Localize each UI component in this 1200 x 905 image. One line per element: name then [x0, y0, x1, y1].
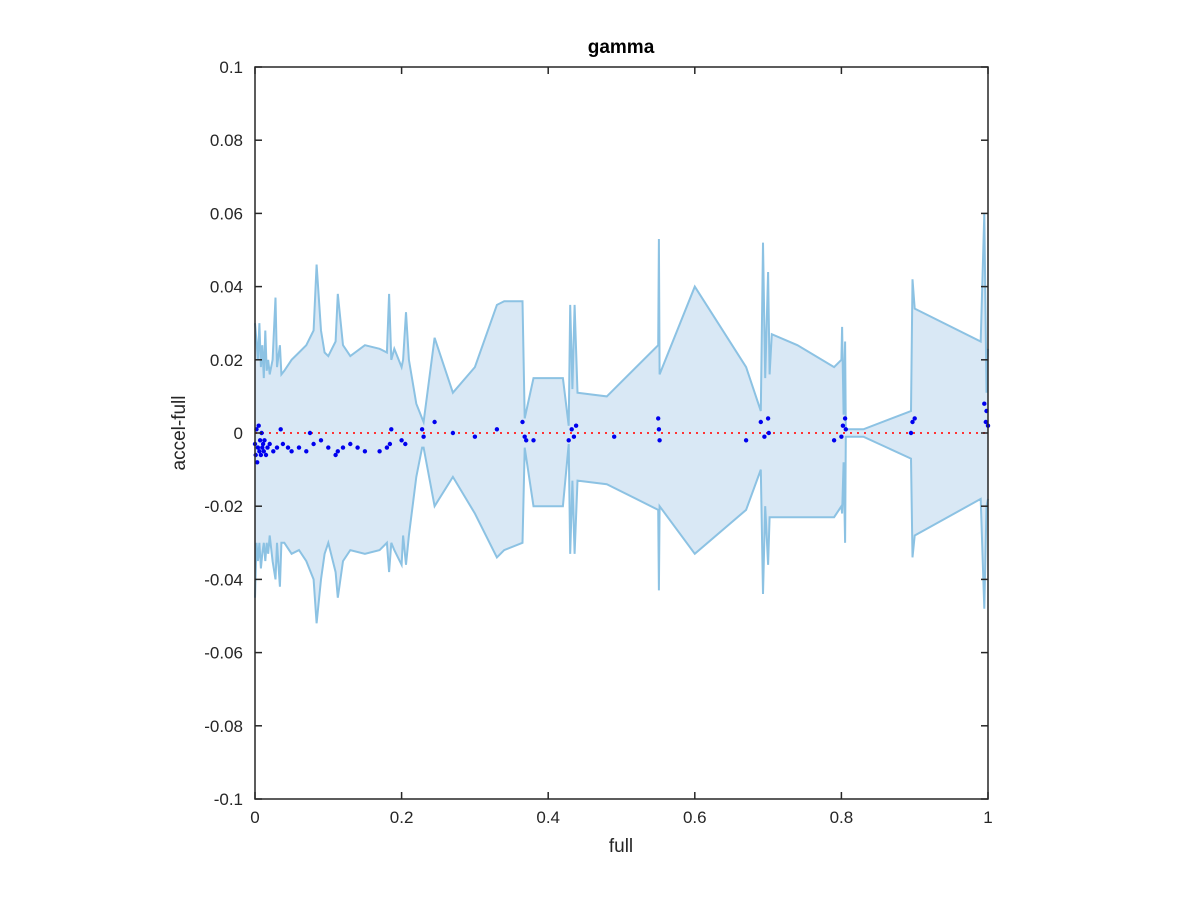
confidence-band-upper-edge: [254, 213, 989, 431]
data-point: [432, 419, 437, 425]
data-point: [573, 423, 579, 428]
data-point: [450, 430, 456, 436]
data-point: [285, 445, 291, 450]
chart-title: gamma: [588, 37, 655, 58]
data-point: [335, 449, 340, 454]
data-point: [656, 416, 661, 421]
data-point: [566, 438, 571, 443]
data-point: [842, 416, 848, 421]
confidence-band-lower-edge: [254, 435, 989, 624]
data-point: [377, 449, 382, 454]
y-axis-label: accel-full: [169, 396, 190, 471]
data-point: [419, 427, 425, 432]
data-point: [340, 445, 346, 450]
data-point: [255, 460, 260, 465]
data-point: [657, 438, 662, 443]
data-point: [912, 416, 917, 421]
y-tick-label: -0.04: [204, 570, 243, 589]
y-tick-label: 0.02: [210, 351, 243, 370]
data-point: [908, 430, 914, 436]
data-point: [758, 419, 763, 425]
data-point: [743, 438, 749, 443]
x-tick-label: 1: [983, 808, 992, 827]
data-point: [843, 427, 848, 432]
data-point: [355, 445, 360, 450]
y-tick-label: -0.08: [204, 717, 243, 736]
data-point: [762, 434, 767, 439]
data-point: [262, 438, 267, 443]
data-point: [263, 452, 269, 458]
data-point: [311, 441, 316, 447]
data-point: [766, 430, 771, 436]
y-tick-label: 0.06: [210, 204, 243, 223]
data-point: [304, 449, 309, 454]
data-point: [910, 419, 915, 425]
data-point: [267, 441, 272, 447]
data-point: [522, 434, 527, 439]
data-point: [571, 434, 577, 439]
data-point: [257, 438, 263, 443]
data-point: [531, 438, 536, 443]
y-tick-label: -0.02: [204, 497, 243, 516]
data-point: [326, 445, 331, 450]
data-point: [258, 452, 264, 458]
y-tick-label: -0.06: [204, 644, 243, 663]
data-point: [265, 445, 270, 450]
data-point: [362, 449, 368, 454]
data-point: [765, 416, 771, 421]
data-point: [656, 427, 662, 432]
data-point: [260, 441, 266, 447]
y-axis-ticks: 0.1 0.08 0.06 0.04 0.02 0 -0.02 -0.04 -0.06 -0.08…: [204, 58, 988, 809]
data-point: [840, 423, 846, 428]
data-point: [472, 434, 478, 439]
x-tick-label: 0.4: [536, 808, 560, 827]
data-point: [255, 445, 261, 450]
data-point: [569, 427, 574, 432]
y-tick-label: 0.04: [210, 278, 243, 297]
data-point: [421, 434, 426, 439]
y-tick-label: -0.1: [214, 790, 243, 809]
data-point: [520, 419, 525, 425]
data-point: [271, 449, 276, 454]
data-point: [389, 427, 394, 432]
x-tick-label: 0.6: [683, 808, 707, 827]
y-tick-label: 0: [234, 424, 243, 443]
data-point: [261, 449, 266, 454]
data-point: [983, 419, 988, 425]
data-point: [384, 445, 390, 450]
x-tick-label: 0.2: [390, 808, 414, 827]
x-tick-label: 0.8: [830, 808, 854, 827]
data-point: [348, 441, 353, 447]
data-point: [289, 449, 294, 454]
x-axis-ticks: 0 0.2 0.4 0.6 0.8 1: [250, 67, 993, 827]
data-point: [831, 438, 837, 443]
data-point: [403, 441, 408, 447]
data-point: [256, 423, 261, 428]
x-axis-label: full: [609, 836, 633, 857]
plot-area: [252, 67, 991, 799]
data-point: [494, 427, 500, 432]
data-point: [318, 438, 324, 443]
data-point: [274, 445, 280, 450]
data-point: [333, 452, 338, 458]
data-point: [839, 434, 844, 439]
y-tick-label: 0.1: [219, 58, 243, 77]
data-point: [524, 438, 529, 443]
data-point: [399, 438, 404, 443]
data-point: [280, 441, 286, 447]
x-tick-label: 0: [250, 808, 259, 827]
data-point: [387, 441, 393, 447]
data-point: [257, 449, 262, 454]
data-point: [982, 401, 987, 406]
data-point: [260, 445, 265, 450]
data-point: [612, 434, 617, 439]
data-point: [307, 430, 313, 436]
data-point: [278, 427, 283, 432]
y-tick-label: 0.08: [210, 131, 243, 150]
data-point: [296, 445, 302, 450]
confidence-band-fill: [255, 213, 988, 624]
